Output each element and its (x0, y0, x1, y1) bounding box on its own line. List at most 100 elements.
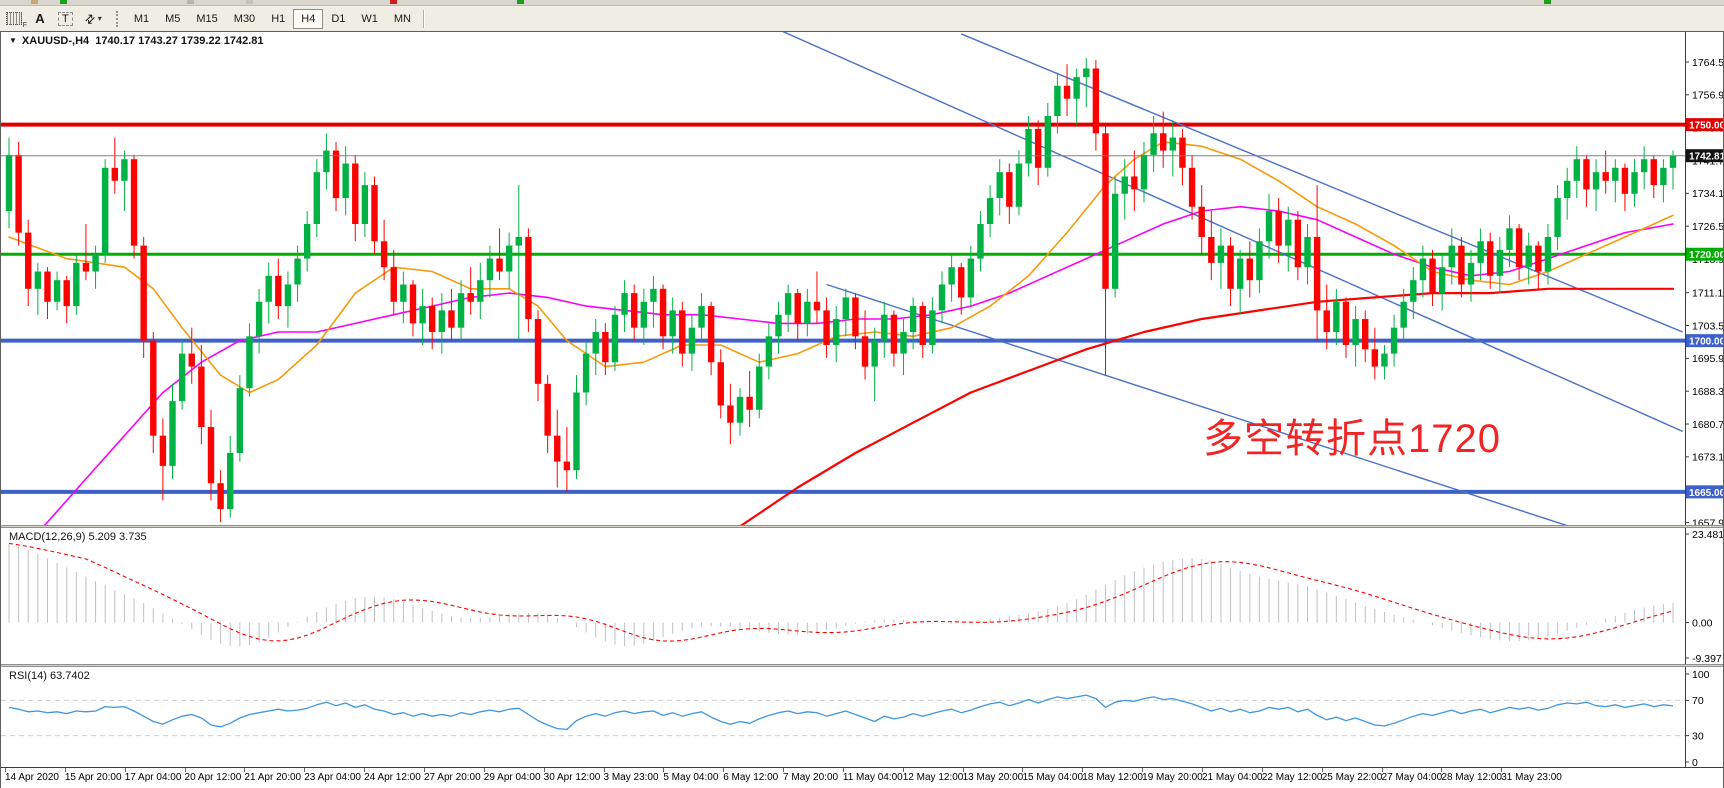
rsi-indicator-pane[interactable]: RSI(14) 63.7402 100 70 30 0 (1, 667, 1723, 767)
rsi-tick-label: 70 (1692, 695, 1704, 707)
candle-body (669, 310, 676, 337)
level-1700.00-badge-text: 1700.00 (1689, 337, 1723, 348)
time-axis-label: 13 May 20:00 (962, 772, 1024, 783)
candle-body (332, 150, 340, 199)
candle-body (871, 340, 878, 367)
candle-body (1515, 228, 1523, 268)
candle-body (1217, 245, 1225, 263)
rsi-canvas[interactable]: 100 70 30 0 (1, 667, 1723, 767)
candle-body (823, 310, 830, 345)
chart-text-annotation: 多空转折点1720 (1203, 417, 1501, 461)
time-axis-label: 19 May 20:00 (1142, 772, 1203, 783)
candle-body (1256, 241, 1263, 281)
tf-button-M30[interactable]: M30 (233, 12, 256, 25)
candle-body (1131, 176, 1138, 190)
arrow-text-button[interactable]: A (29, 9, 51, 29)
candle-body (1650, 159, 1657, 186)
time-axis-tick (364, 768, 366, 772)
time-axis-tick (723, 768, 725, 772)
candle-body (948, 267, 955, 285)
time-axis-label: 21 May 04:00 (1202, 772, 1263, 783)
candle-body (573, 392, 580, 471)
time-axis-label: 28 May 12:00 (1441, 772, 1502, 783)
time-axis-tick (423, 768, 425, 772)
candle-body (457, 293, 465, 328)
level-1750.00-badge (1686, 118, 1723, 132)
level-1720.00-badge-text: 1720.00 (1689, 250, 1723, 261)
time-axis[interactable]: 14 Apr 2020 15 Apr 20:00 17 Apr 04:00 20 Ap… (1, 767, 1723, 788)
rsi-pane-divider[interactable] (1, 664, 1723, 667)
candle-body (1631, 172, 1638, 194)
candle-body (919, 306, 926, 345)
candle-body (1400, 301, 1407, 328)
candle-body (101, 167, 109, 255)
template-grid-button[interactable]: F (1, 9, 27, 29)
macd-pane-divider[interactable] (1, 525, 1723, 528)
time-axis-label: 24 Apr 12:00 (364, 772, 421, 783)
candle-body (804, 301, 811, 324)
candle-body (1034, 128, 1042, 168)
candle-body (986, 198, 994, 224)
candle-body (1438, 267, 1446, 294)
grid-icon: F (6, 12, 27, 29)
candle-body (1025, 128, 1032, 164)
candle-body (1063, 85, 1071, 99)
styles-dropdown-button[interactable]: ⇄ ▾ (80, 9, 107, 29)
time-axis-label: 20 Apr 12:00 (184, 772, 242, 783)
tf-button-M15[interactable]: M15 (196, 12, 218, 25)
candle-body (794, 293, 801, 324)
tf-button-MN[interactable]: MN (393, 12, 411, 25)
tf-button-D1[interactable]: D1 (331, 12, 346, 25)
candle-body (938, 284, 946, 311)
candle-body (717, 362, 724, 406)
rsi-tick-label: 0 (1692, 757, 1698, 767)
candle-body (63, 280, 70, 307)
candle-body (707, 306, 715, 363)
tf-button-M1[interactable]: M1 (133, 12, 150, 25)
tf-button-W1[interactable]: W1 (361, 12, 378, 25)
candle-body (1160, 133, 1167, 151)
time-axis-tick (842, 768, 844, 772)
tf-button-H1[interactable]: H1 (271, 12, 286, 25)
time-axis-tick (543, 768, 545, 772)
text-box-icon: T (58, 11, 73, 26)
candle-body (1188, 167, 1196, 207)
candle-body (890, 314, 898, 354)
candle-body (448, 310, 455, 328)
macd-canvas[interactable]: 23.481 0.00 -9.397 (1, 528, 1723, 664)
candle-body (1419, 258, 1427, 281)
candle-body (1477, 241, 1484, 263)
candle-body (881, 314, 888, 341)
main-price-pane[interactable]: ▼ XAUUSD-,H4 1740.17 1743.27 1739.22 1742… (1, 32, 1723, 525)
candle-body (44, 271, 51, 302)
chevron-down-icon[interactable]: ▼ (9, 36, 17, 45)
candle-body (1573, 159, 1581, 181)
time-axis-label: 27 Apr 20:00 (423, 772, 481, 783)
price-tick-label: 1711.10 (1692, 287, 1723, 299)
toolbar-drag-handle[interactable] (115, 10, 121, 27)
macd-indicator-pane[interactable]: MACD(12,26,9) 5.209 3.735 23.481 0.00 -9.3… (1, 528, 1723, 664)
candle-body (813, 301, 821, 311)
candle-body (1381, 353, 1388, 367)
candle-body (909, 306, 917, 332)
price-tick-label: 1756.90 (1692, 90, 1723, 102)
candle-body (611, 314, 619, 363)
trendline-2 (782, 32, 1683, 432)
time-axis-tick (1022, 768, 1024, 772)
text-label-button[interactable]: T (53, 9, 78, 29)
candle-body (688, 327, 696, 354)
time-axis-label: 21 Apr 20:00 (244, 772, 302, 783)
main-chart-canvas[interactable]: 1764.501756.901749.301741.701734.101726.… (1, 32, 1723, 525)
candle-body (1342, 301, 1350, 345)
candle-body (15, 154, 22, 233)
tf-button-H4[interactable]: H4 (293, 8, 324, 29)
clipped-toolbar-mark (1544, 0, 1551, 4)
time-axis-label: 5 May 04:00 (663, 772, 719, 783)
candle-body (255, 301, 263, 337)
tf-button-M5[interactable]: M5 (165, 12, 181, 25)
candle-body (429, 306, 436, 332)
candle-body (400, 284, 407, 302)
candle-body (496, 258, 503, 272)
candle-body (1371, 349, 1379, 367)
time-axis-label: 23 Apr 04:00 (304, 772, 361, 783)
